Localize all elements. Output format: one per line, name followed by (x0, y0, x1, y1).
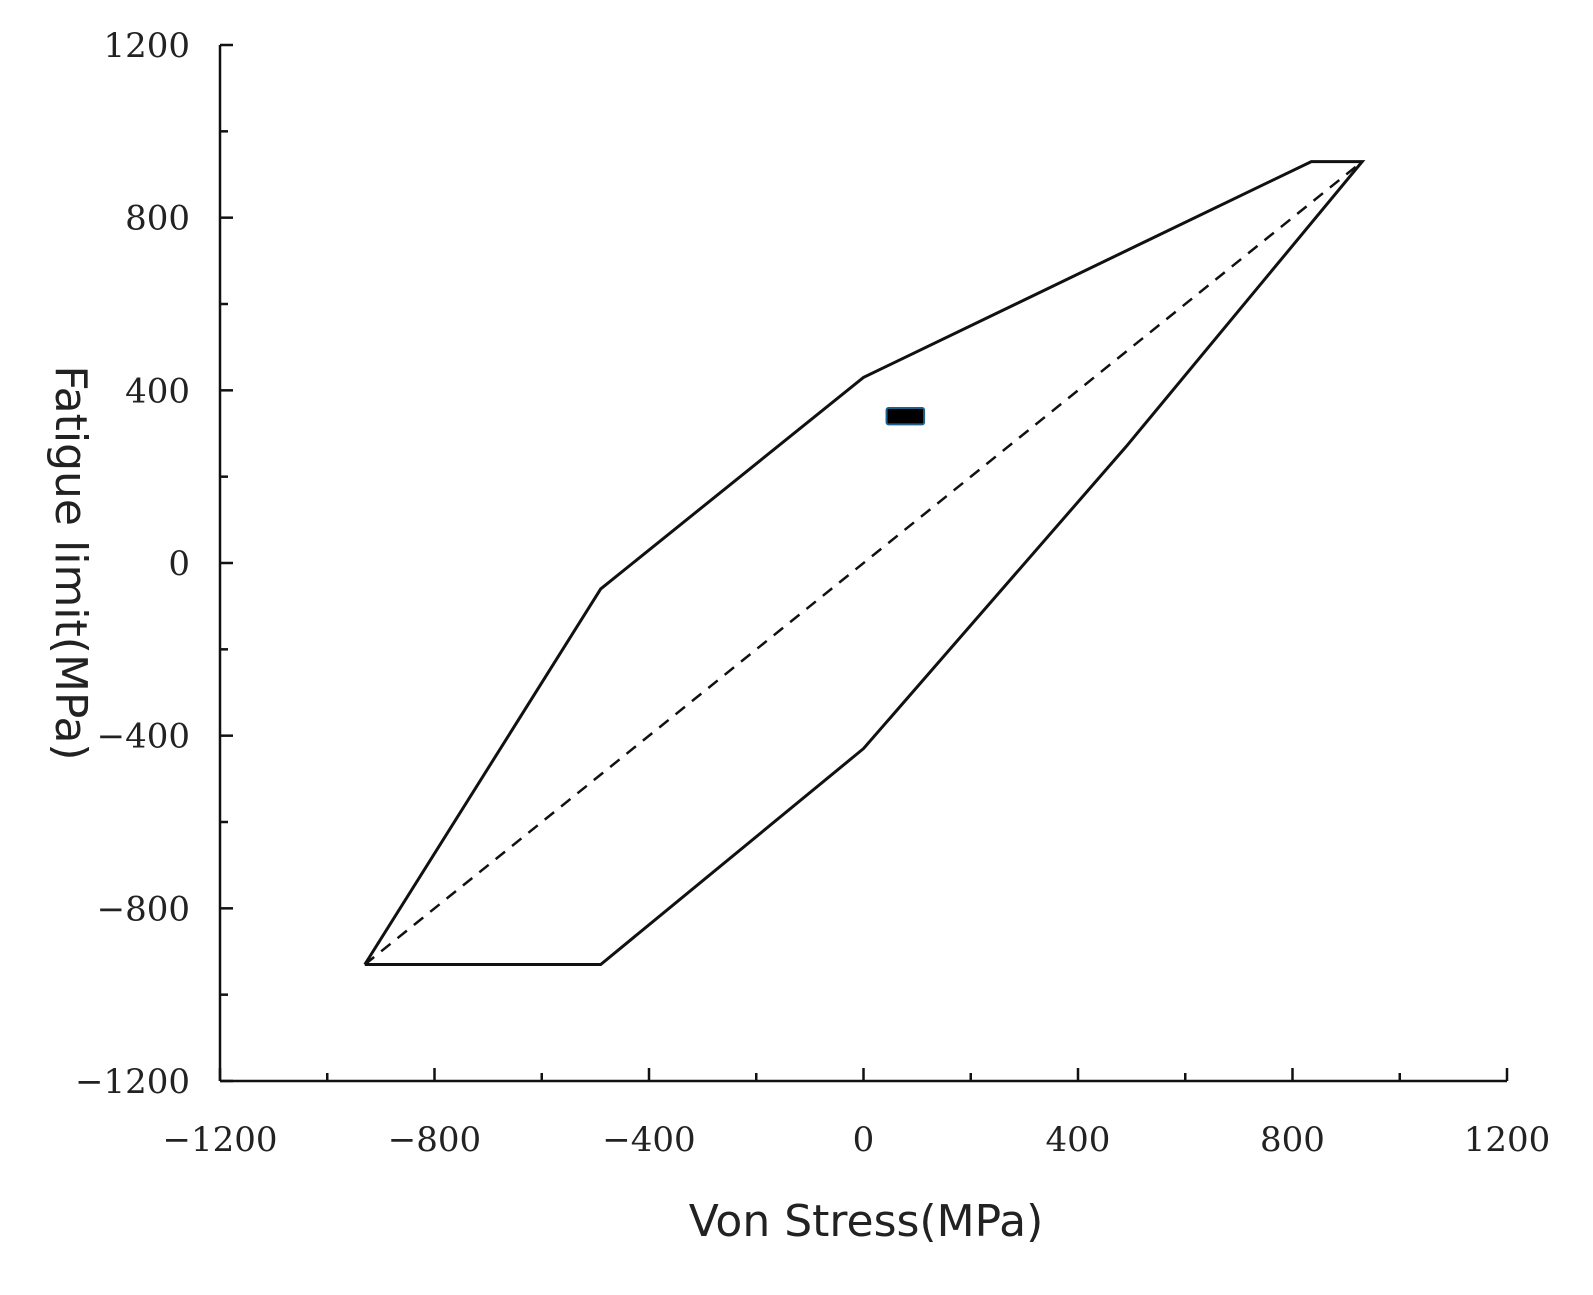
y-tick-label: 400 (125, 371, 190, 411)
x-tick-label: −800 (388, 1120, 481, 1160)
x-tick-label: −1200 (162, 1120, 277, 1160)
x-axis-title: Von Stress(MPa) (689, 1196, 1044, 1247)
x-tick-label: 400 (1046, 1120, 1111, 1160)
x-tick-label: 0 (853, 1120, 875, 1160)
series-line-envelope (363, 160, 1366, 966)
y-tick-label: −1200 (75, 1062, 190, 1102)
x-tick-label: 800 (1260, 1120, 1325, 1160)
series-line-dashed (364, 160, 1363, 966)
markers-group (885, 407, 926, 426)
data-marker (885, 407, 926, 426)
y-tick-label: 800 (125, 199, 190, 239)
y-axis-ticks: −1200 −800 −400 0 400 800 1200 (75, 26, 233, 1102)
y-tick-label: 1200 (103, 26, 190, 66)
x-tick-label: 1200 (1464, 1120, 1551, 1160)
x-tick-label: −400 (602, 1120, 695, 1160)
y-tick-label: 0 (168, 544, 190, 584)
y-tick-label: −800 (97, 889, 190, 929)
y-tick-label: −400 (97, 717, 190, 757)
y-axis-title: Fatigue limit(MPa) (45, 365, 96, 760)
x-axis-ticks: −1200 −800 −400 0 400 800 1200 (162, 1068, 1550, 1160)
series-group (363, 160, 1366, 966)
